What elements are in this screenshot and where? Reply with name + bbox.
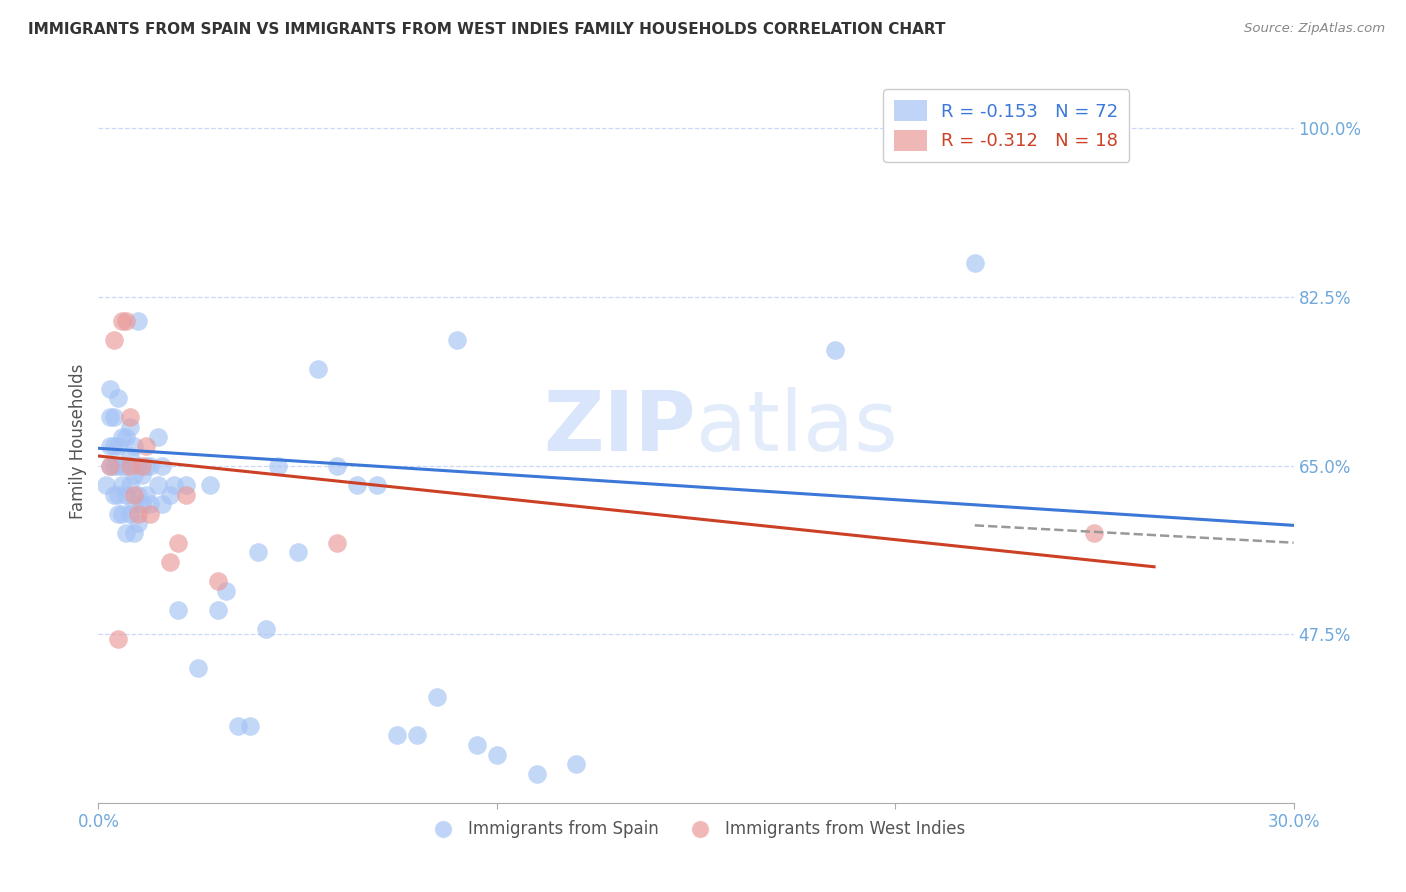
Point <box>127 487 149 501</box>
Point <box>96 478 118 492</box>
Point <box>174 478 197 492</box>
Point <box>963 256 986 270</box>
Point <box>254 623 277 637</box>
Point <box>135 487 157 501</box>
Point <box>246 545 269 559</box>
Text: atlas: atlas <box>696 386 897 467</box>
Point <box>131 497 153 511</box>
Point <box>226 719 249 733</box>
Point <box>124 439 146 453</box>
Point <box>159 555 181 569</box>
Point <box>215 583 238 598</box>
Point <box>120 507 142 521</box>
Point <box>124 468 146 483</box>
Point <box>267 458 290 473</box>
Point <box>120 410 142 425</box>
Point <box>120 420 142 434</box>
Point <box>207 574 229 589</box>
Point <box>385 728 409 742</box>
Point <box>127 458 149 473</box>
Point <box>124 497 146 511</box>
Point <box>163 478 186 492</box>
Point <box>167 535 190 549</box>
Point <box>107 458 129 473</box>
Point <box>115 314 138 328</box>
Point <box>127 314 149 328</box>
Point <box>346 478 368 492</box>
Point <box>287 545 309 559</box>
Point <box>139 507 162 521</box>
Point <box>111 507 134 521</box>
Point <box>98 382 122 396</box>
Point <box>326 535 349 549</box>
Point <box>446 334 468 348</box>
Point <box>135 439 157 453</box>
Point <box>465 738 488 752</box>
Point <box>120 449 142 463</box>
Point <box>167 603 190 617</box>
Point <box>111 458 134 473</box>
Point <box>485 747 508 762</box>
Point <box>127 516 149 531</box>
Text: IMMIGRANTS FROM SPAIN VS IMMIGRANTS FROM WEST INDIES FAMILY HOUSEHOLDS CORRELATI: IMMIGRANTS FROM SPAIN VS IMMIGRANTS FROM… <box>28 22 946 37</box>
Point <box>115 430 138 444</box>
Point <box>98 410 122 425</box>
Point <box>107 487 129 501</box>
Point <box>207 603 229 617</box>
Point <box>103 410 125 425</box>
Point <box>159 487 181 501</box>
Point <box>98 439 122 453</box>
Point <box>135 458 157 473</box>
Point <box>174 487 197 501</box>
Point <box>120 458 142 473</box>
Point <box>115 487 138 501</box>
Point <box>124 487 146 501</box>
Point <box>103 334 125 348</box>
Text: ZIP: ZIP <box>544 386 696 467</box>
Point <box>103 439 125 453</box>
Point <box>187 661 209 675</box>
Point <box>98 458 122 473</box>
Point <box>150 458 173 473</box>
Point <box>107 391 129 405</box>
Point <box>131 468 153 483</box>
Point <box>824 343 846 357</box>
Text: Source: ZipAtlas.com: Source: ZipAtlas.com <box>1244 22 1385 36</box>
Point <box>103 458 125 473</box>
Point <box>111 430 134 444</box>
Point <box>565 757 588 772</box>
Point <box>1083 526 1105 541</box>
Point <box>124 526 146 541</box>
Point <box>120 478 142 492</box>
Point <box>103 487 125 501</box>
Point <box>127 507 149 521</box>
Point <box>307 362 329 376</box>
Point <box>139 458 162 473</box>
Point <box>115 526 138 541</box>
Point <box>239 719 262 733</box>
Point <box>426 690 449 704</box>
Point <box>98 458 122 473</box>
Point <box>107 632 129 646</box>
Y-axis label: Family Households: Family Households <box>69 364 87 519</box>
Point <box>150 497 173 511</box>
Point <box>107 507 129 521</box>
Point <box>406 728 429 742</box>
Point <box>139 497 162 511</box>
Point <box>326 458 349 473</box>
Point <box>148 430 170 444</box>
Point <box>107 439 129 453</box>
Point <box>526 767 548 781</box>
Point <box>115 458 138 473</box>
Point <box>131 458 153 473</box>
Point <box>198 478 221 492</box>
Point <box>366 478 388 492</box>
Point <box>111 314 134 328</box>
Point <box>148 478 170 492</box>
Legend: Immigrants from Spain, Immigrants from West Indies: Immigrants from Spain, Immigrants from W… <box>419 814 973 845</box>
Point <box>111 478 134 492</box>
